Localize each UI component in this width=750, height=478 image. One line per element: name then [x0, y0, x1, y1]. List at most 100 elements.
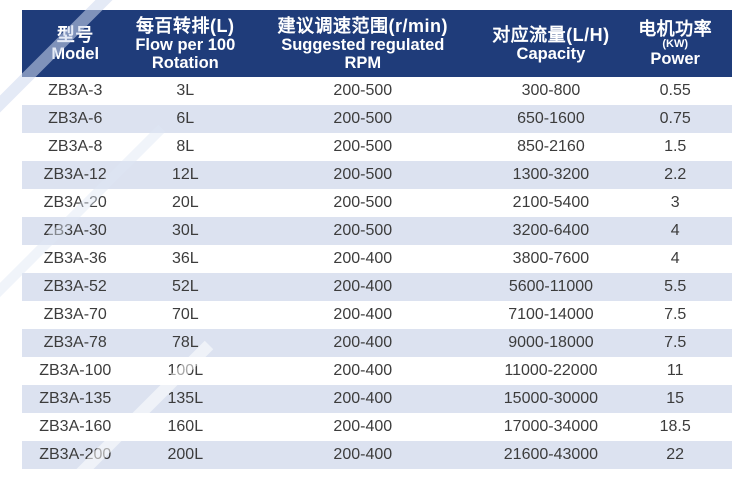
table-row: ZB3A-100 100L 200-400 11000-22000 11 [22, 357, 732, 385]
cell-flow-per-100: 100L [167, 362, 204, 379]
cell-capacity: 21600-43000 [483, 441, 619, 469]
table-row: ZB3A-135 135L 200-400 15000-30000 15 [22, 385, 732, 413]
cell-flow-per-100: 52L [128, 273, 243, 301]
cell-suggested-rpm: 200-400 [242, 273, 484, 301]
cell-capacity: 850-2160 [517, 138, 585, 155]
table-header: 型号 Model 每百转排(L) Flow per 100 Rotation 建… [22, 10, 732, 77]
cell-suggested-rpm: 200-500 [333, 138, 393, 155]
header-model-en: Model [51, 44, 100, 63]
header-capacity: 对应流量(L/H) Capacity [483, 10, 619, 77]
cell-power: 7.5 [618, 329, 732, 357]
header-flow-en-2: Rotation [151, 53, 219, 72]
cell-model: ZB3A-135 [22, 385, 129, 413]
table-row: ZB3A-30 30L 200-500 3200-6400 4 [22, 217, 732, 245]
header-model-zh: 型号 [56, 24, 94, 45]
cell-capacity: 300-800 [521, 82, 581, 99]
cell-power: 5.5 [618, 273, 732, 301]
cell-flow-per-100: 6L [128, 105, 243, 133]
cell-capacity: 650-1600 [483, 105, 619, 133]
table-row: ZB3A-78 78L 200-400 9000-18000 7.5 [22, 329, 732, 357]
header-rpm-zh: 建议调速范围(r/min) [277, 15, 449, 36]
cell-model: ZB3A-200 [22, 441, 129, 469]
table-row: ZB3A-160 160L 200-400 17000-34000 18.5 [22, 413, 732, 441]
cell-capacity: 2100-5400 [512, 194, 590, 211]
header-power-unit: (KW) [662, 38, 689, 50]
header-flow-per-100: 每百转排(L) Flow per 100 Rotation [128, 10, 243, 77]
cell-power: 11 [666, 362, 684, 379]
header-model: 型号 Model [22, 10, 129, 77]
cell-suggested-rpm: 200-500 [333, 194, 393, 211]
cell-model: ZB3A-20 [43, 194, 107, 211]
cell-power: 0.55 [659, 82, 691, 99]
cell-flow-per-100: 3L [176, 82, 195, 99]
cell-model: ZB3A-30 [22, 217, 129, 245]
cell-flow-per-100: 135L [128, 385, 243, 413]
table-body: ZB3A-3 3L 200-500 300-800 0.55 ZB3A-6 6L 200-50… [22, 77, 732, 469]
cell-flow-per-100: 78L [128, 329, 243, 357]
cell-power: 4 [670, 250, 680, 267]
cell-model: ZB3A-100 [39, 362, 112, 379]
header-capacity-zh: 对应流量(L/H) [492, 24, 610, 45]
cell-power: 22 [618, 441, 732, 469]
cell-suggested-rpm: 200-400 [242, 329, 484, 357]
cell-model: ZB3A-160 [39, 418, 112, 435]
cell-power: 2.2 [618, 161, 732, 189]
cell-power: 0.75 [618, 105, 732, 133]
pump-spec-table: 型号 Model 每百转排(L) Flow per 100 Rotation 建… [22, 10, 732, 469]
header-rpm-en-1: Suggested regulated [281, 35, 445, 54]
header-capacity-en: Capacity [516, 44, 586, 63]
cell-suggested-rpm: 200-400 [242, 385, 484, 413]
cell-suggested-rpm: 200-400 [333, 306, 393, 323]
cell-model: ZB3A-8 [48, 138, 103, 155]
table-row: ZB3A-6 6L 200-500 650-1600 0.75 [22, 105, 732, 133]
cell-capacity: 5600-11000 [483, 273, 619, 301]
header-power: 电机功率 (KW) Power [618, 10, 732, 77]
table-row: ZB3A-200 200L 200-400 21600-43000 22 [22, 441, 732, 469]
cell-capacity: 7100-14000 [508, 306, 594, 323]
cell-model: ZB3A-78 [22, 329, 129, 357]
header-suggested-rpm: 建议调速范围(r/min) Suggested regulated RPM [242, 10, 484, 77]
cell-suggested-rpm: 200-400 [242, 441, 484, 469]
table-row: ZB3A-70 70L 200-400 7100-14000 7.5 [22, 301, 732, 329]
header-power-en: Power [650, 50, 700, 68]
header-flow-en-1: Flow per 100 [135, 35, 236, 54]
header-rpm-en-2: RPM [344, 53, 382, 72]
table-row: ZB3A-12 12L 200-500 1300-3200 2.2 [22, 161, 732, 189]
cell-capacity: 3800-7600 [512, 250, 590, 267]
cell-suggested-rpm: 200-400 [333, 362, 393, 379]
cell-model: ZB3A-12 [22, 161, 129, 189]
cell-power: 15 [618, 385, 732, 413]
cell-suggested-rpm: 200-500 [333, 82, 393, 99]
cell-suggested-rpm: 200-400 [333, 250, 393, 267]
header-flow-zh: 每百转排(L) [136, 15, 235, 36]
cell-capacity: 11000-22000 [504, 362, 598, 379]
cell-suggested-rpm: 200-500 [242, 217, 484, 245]
table-row: ZB3A-8 8L 200-500 850-2160 1.5 [22, 133, 732, 161]
cell-capacity: 9000-18000 [483, 329, 619, 357]
header-power-zh: 电机功率 [638, 19, 713, 39]
cell-capacity: 15000-30000 [483, 385, 619, 413]
cell-suggested-rpm: 200-500 [242, 105, 484, 133]
table-row: ZB3A-36 36L 200-400 3800-7600 4 [22, 245, 732, 273]
cell-model: ZB3A-52 [22, 273, 129, 301]
header-row: 型号 Model 每百转排(L) Flow per 100 Rotation 建… [22, 10, 732, 77]
cell-flow-per-100: 70L [171, 306, 199, 323]
cell-power: 18.5 [659, 418, 691, 435]
cell-flow-per-100: 12L [128, 161, 243, 189]
cell-flow-per-100: 30L [128, 217, 243, 245]
cell-power: 1.5 [664, 138, 687, 155]
cell-capacity: 17000-34000 [503, 418, 599, 435]
cell-power: 4 [618, 217, 732, 245]
table-row: ZB3A-52 52L 200-400 5600-11000 5.5 [22, 273, 732, 301]
cell-flow-per-100: 8L [176, 138, 195, 155]
cell-suggested-rpm: 200-400 [333, 418, 393, 435]
cell-model: ZB3A-3 [48, 82, 103, 99]
table-row: ZB3A-3 3L 200-500 300-800 0.55 [22, 77, 732, 105]
cell-flow-per-100: 160L [167, 418, 204, 435]
cell-flow-per-100: 36L [171, 250, 199, 267]
cell-model: ZB3A-36 [43, 250, 107, 267]
cell-model: ZB3A-70 [43, 306, 107, 323]
cell-power: 3 [670, 194, 680, 211]
cell-model: ZB3A-6 [22, 105, 129, 133]
